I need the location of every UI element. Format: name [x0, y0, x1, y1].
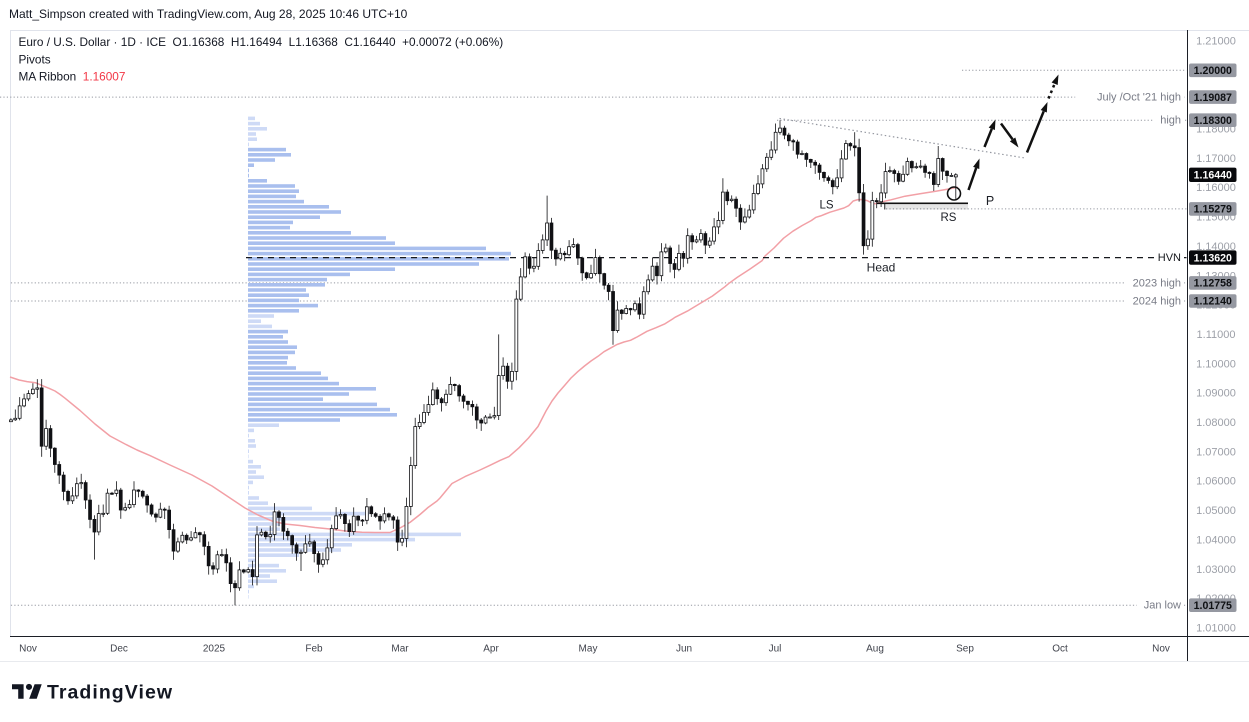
- svg-text:1.15279: 1.15279: [1194, 204, 1232, 216]
- svg-text:1.11000: 1.11000: [1197, 329, 1236, 341]
- svg-text:1.14000: 1.14000: [1196, 241, 1236, 253]
- svg-text:RS: RS: [941, 212, 957, 224]
- svg-text:1.21000: 1.21000: [1196, 35, 1236, 47]
- svg-text:Matt_Simpson created with Trad: Matt_Simpson created with TradingView.co…: [9, 7, 408, 21]
- svg-text:TradingView: TradingView: [47, 682, 173, 704]
- svg-text:Feb: Feb: [305, 644, 323, 655]
- svg-text:1.10000: 1.10000: [1196, 358, 1236, 370]
- svg-text:1.17000: 1.17000: [1196, 153, 1236, 165]
- svg-text:Nov: Nov: [19, 644, 37, 655]
- svg-text:Apr: Apr: [483, 644, 499, 655]
- svg-text:Euro / U.S. Dollar · 1D · ICE: Euro / U.S. Dollar · 1D · ICE O1.16368 H…: [19, 35, 504, 49]
- svg-text:1.01000: 1.01000: [1196, 622, 1236, 634]
- svg-text:Aug: Aug: [866, 644, 884, 655]
- svg-text:1.16000: 1.16000: [1196, 182, 1236, 194]
- svg-text:1.18300: 1.18300: [1194, 115, 1232, 127]
- svg-text:1.03000: 1.03000: [1196, 564, 1236, 576]
- svg-text:HVN: HVN: [1158, 252, 1181, 264]
- svg-text:Oct: Oct: [1052, 644, 1068, 655]
- svg-text:MA Ribbon 1.16007: MA Ribbon 1.16007: [19, 70, 126, 84]
- svg-text:1.07000: 1.07000: [1196, 446, 1236, 458]
- svg-text:Jul: Jul: [769, 644, 782, 655]
- svg-text:1.01775: 1.01775: [1194, 600, 1232, 612]
- svg-text:LS: LS: [819, 200, 833, 212]
- svg-text:1.20000: 1.20000: [1194, 65, 1232, 77]
- svg-text:1.19087: 1.19087: [1194, 92, 1232, 104]
- svg-text:2024 high: 2024 high: [1133, 295, 1181, 307]
- svg-text:high: high: [1160, 115, 1181, 127]
- svg-text:Pivots: Pivots: [19, 53, 51, 67]
- svg-text:1.16440: 1.16440: [1194, 170, 1232, 182]
- svg-text:Dec: Dec: [110, 644, 128, 655]
- svg-text:P: P: [986, 194, 994, 208]
- svg-text:1.12140: 1.12140: [1194, 296, 1232, 308]
- svg-text:1.09000: 1.09000: [1196, 388, 1236, 400]
- svg-text:Jun: Jun: [676, 644, 692, 655]
- svg-text:Head: Head: [867, 261, 896, 275]
- svg-text:Sep: Sep: [956, 644, 974, 655]
- svg-text:Mar: Mar: [391, 644, 409, 655]
- svg-text:July /Oct '21 high: July /Oct '21 high: [1097, 92, 1181, 104]
- svg-text:1.08000: 1.08000: [1196, 417, 1236, 429]
- svg-text:May: May: [579, 644, 598, 655]
- svg-text:Nov: Nov: [1152, 644, 1170, 655]
- svg-text:2023 high: 2023 high: [1133, 277, 1181, 289]
- svg-text:1.05000: 1.05000: [1196, 505, 1236, 517]
- svg-text:Jan low: Jan low: [1144, 600, 1181, 612]
- svg-text:1.06000: 1.06000: [1196, 476, 1236, 488]
- svg-text:1.13620: 1.13620: [1194, 252, 1232, 264]
- svg-text:1.04000: 1.04000: [1196, 534, 1236, 546]
- svg-text:1.12758: 1.12758: [1194, 278, 1232, 290]
- svg-text:2025: 2025: [203, 644, 226, 655]
